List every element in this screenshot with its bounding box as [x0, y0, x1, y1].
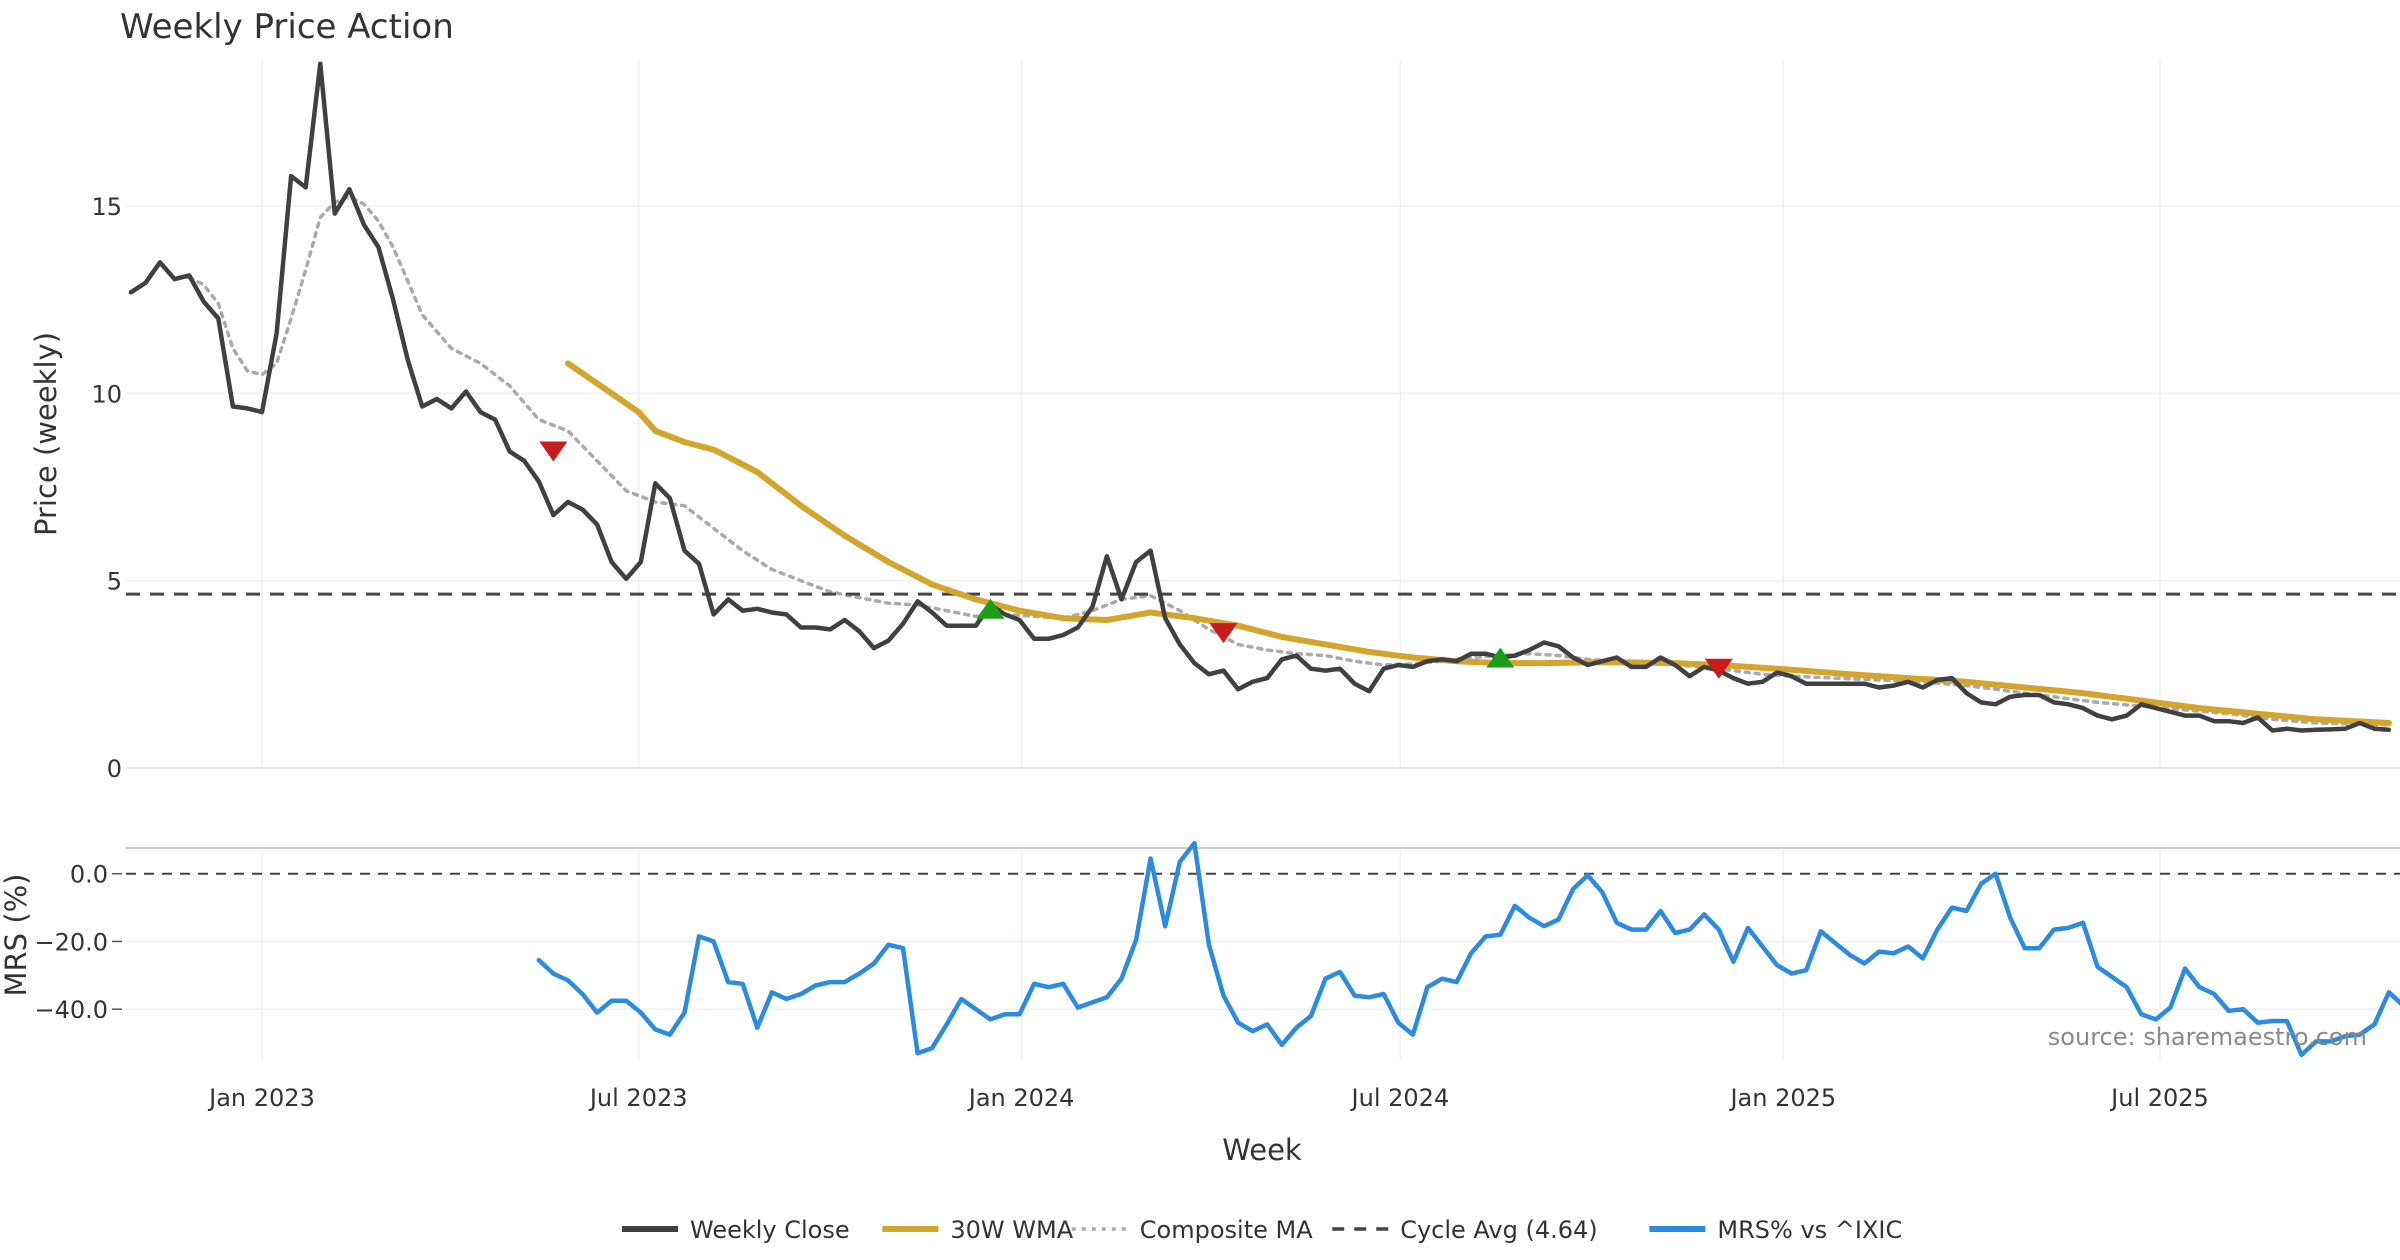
legend-item-cycle-avg-4-64: Cycle Avg (4.64) [1332, 1216, 1598, 1244]
price-panel-grid [126, 60, 2400, 769]
x-tick-label: Jul 2025 [2109, 1084, 2209, 1112]
source-annotation: source: sharemaestro.com [2048, 1023, 2367, 1051]
mrs-y-tick-label: 0.0 [70, 861, 108, 889]
price-y-tick-label: 15 [91, 193, 122, 221]
series-layer [126, 61, 2400, 1058]
legend-label: MRS% vs ^IXIC [1717, 1216, 1902, 1244]
legend-item-weekly-close: Weekly Close [622, 1216, 850, 1244]
signal-markers [539, 441, 1733, 679]
x-tick-label: Jan 2024 [967, 1084, 1075, 1112]
legend-label: Cycle Avg (4.64) [1400, 1216, 1597, 1244]
legend: Weekly Close 30W WMA Composite MA Cycle Avg… [622, 1216, 1902, 1244]
legend-item-30w-wma: 30W WMA [882, 1216, 1074, 1244]
chart-title: Weekly Price Action [120, 7, 454, 47]
mrs-y-tick-label: −20.0 [34, 928, 108, 956]
sell-signal-marker [539, 441, 568, 462]
x-tick-label: Jul 2024 [1350, 1084, 1450, 1112]
legend-label: Weekly Close [690, 1216, 850, 1244]
legend-item-mrs-vs-ixic: MRS% vs ^IXIC [1649, 1216, 1902, 1244]
mrs-axis-title: MRS (%) [0, 874, 33, 997]
legend-item-composite-ma: Composite MA [1071, 1216, 1313, 1244]
series-mrs-vs-ixic [536, 840, 2400, 1058]
legend-label: Composite MA [1140, 1216, 1313, 1244]
mrs-y-tick-label: −40.0 [34, 996, 108, 1024]
series-weekly-close [128, 61, 2392, 733]
x-tick-label: Jan 2025 [1728, 1084, 1836, 1112]
x-tick-label: Jul 2023 [588, 1084, 688, 1112]
x-axis-title: Week [1222, 1133, 1302, 1167]
series-30w-wma [564, 360, 2392, 726]
sell-signal-marker [1209, 623, 1238, 644]
buy-signal-marker [1486, 647, 1515, 668]
price-y-tick-label: 10 [91, 380, 122, 408]
axis-labels: Jan 2023 Jul 2023 Jan 2024 Jul 2024 Jan 2025… [34, 193, 2208, 1112]
price-y-tick-label: 5 [107, 568, 122, 596]
series-composite-ma [187, 194, 2391, 727]
x-tick-label: Jan 2023 [207, 1084, 315, 1112]
buy-signal-marker [976, 598, 1005, 619]
legend-label: 30W WMA [950, 1216, 1073, 1244]
sell-signal-marker [1704, 658, 1733, 679]
price-axis-title: Price (weekly) [29, 332, 63, 536]
price-y-tick-label: 0 [107, 755, 122, 783]
